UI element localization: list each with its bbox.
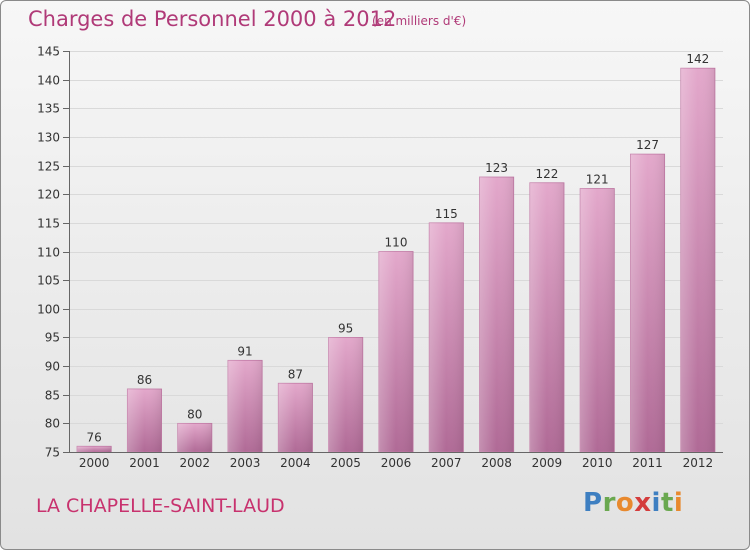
x-tick-label: 2010 bbox=[582, 456, 613, 470]
y-tick-label: 140 bbox=[37, 74, 60, 88]
x-axis: 2000 2001 2002 2003 2004 2005 2006 2007 2008 2009… bbox=[69, 452, 723, 470]
bar-shade bbox=[177, 423, 212, 452]
x-tick-label: 2011 bbox=[632, 456, 663, 470]
bar-shade bbox=[580, 188, 615, 452]
data-label: 86 bbox=[137, 373, 152, 387]
y-tick-label: 80 bbox=[45, 417, 60, 431]
y-tick-label: 110 bbox=[37, 246, 60, 260]
bar-shade bbox=[278, 383, 313, 452]
bar-shade bbox=[680, 68, 715, 452]
y-tick-label: 90 bbox=[45, 360, 60, 374]
data-label: 115 bbox=[435, 207, 458, 221]
data-label: 76 bbox=[87, 430, 102, 444]
bar-shade bbox=[227, 360, 263, 452]
x-tick-label: 2006 bbox=[381, 456, 412, 470]
data-label: 110 bbox=[385, 236, 408, 250]
logo-letter: P bbox=[583, 488, 603, 518]
y-tick-label: 100 bbox=[37, 303, 60, 317]
bar-shade bbox=[77, 446, 112, 452]
y-tick-label: 95 bbox=[45, 331, 60, 345]
x-tick-label: 2004 bbox=[280, 456, 311, 470]
bar-chart: 75 80 85 90 95 100 105 110 115 120 125 130 135 140 145… bbox=[37, 45, 723, 470]
logo-letter: o bbox=[615, 488, 635, 518]
y-axis: 75 80 85 90 95 100 105 110 115 120 125 130 135 140 145 bbox=[37, 45, 70, 460]
x-tick-label: 2005 bbox=[330, 456, 361, 470]
logo-letter: i bbox=[673, 488, 684, 518]
commune-name: LA CHAPELLE-SAINT-LAUD bbox=[36, 495, 285, 517]
x-tick-label: 2007 bbox=[431, 456, 462, 470]
bar-shade bbox=[529, 182, 565, 452]
data-label: 87 bbox=[288, 367, 303, 381]
y-tick-label: 85 bbox=[45, 389, 60, 403]
y-tick-label: 130 bbox=[37, 131, 60, 145]
x-tick-label: 2012 bbox=[683, 456, 714, 470]
bar-shade bbox=[328, 337, 363, 452]
x-tick-label: 2009 bbox=[532, 456, 563, 470]
y-tick-label: 115 bbox=[37, 217, 60, 231]
data-labels: 76 86 80 91 87 95 110 115 123 122 121 127 142 bbox=[87, 52, 710, 444]
logo-letter: r bbox=[602, 488, 616, 518]
data-label: 123 bbox=[485, 161, 508, 175]
bars bbox=[76, 67, 716, 453]
logo-letter: t bbox=[660, 488, 674, 518]
x-tick-label: 2003 bbox=[230, 456, 261, 470]
data-label: 95 bbox=[338, 321, 353, 335]
logo-letter: x bbox=[634, 488, 652, 518]
y-tick-label: 125 bbox=[37, 160, 60, 174]
data-label: 80 bbox=[187, 407, 202, 421]
y-tick-label: 105 bbox=[37, 274, 60, 288]
y-tick-label: 120 bbox=[37, 188, 60, 202]
bar-shade bbox=[378, 251, 414, 452]
y-tick-label: 135 bbox=[37, 102, 60, 116]
data-label: 142 bbox=[686, 52, 709, 66]
data-label: 91 bbox=[237, 344, 252, 358]
bar-shade bbox=[127, 388, 162, 452]
bar-shade bbox=[479, 177, 514, 452]
y-tick-label: 75 bbox=[45, 446, 60, 460]
logo-letter: i bbox=[651, 488, 661, 518]
y-tick-label: 145 bbox=[37, 45, 60, 59]
x-tick-label: 2008 bbox=[481, 456, 512, 470]
chart-title: Charges de Personnel 2000 à 2012 bbox=[28, 7, 397, 31]
x-tick-label: 2002 bbox=[179, 456, 210, 470]
chart-subtitle: (en milliers d'€) bbox=[372, 14, 467, 28]
data-label: 121 bbox=[586, 172, 609, 186]
data-label: 122 bbox=[535, 167, 558, 181]
data-label: 127 bbox=[636, 138, 659, 152]
bar-shade bbox=[429, 222, 464, 452]
x-tick-label: 2001 bbox=[129, 456, 160, 470]
x-tick-label: 2000 bbox=[79, 456, 110, 470]
proxiti-logo: Proxiti bbox=[583, 488, 683, 518]
bar-shade bbox=[630, 154, 665, 452]
